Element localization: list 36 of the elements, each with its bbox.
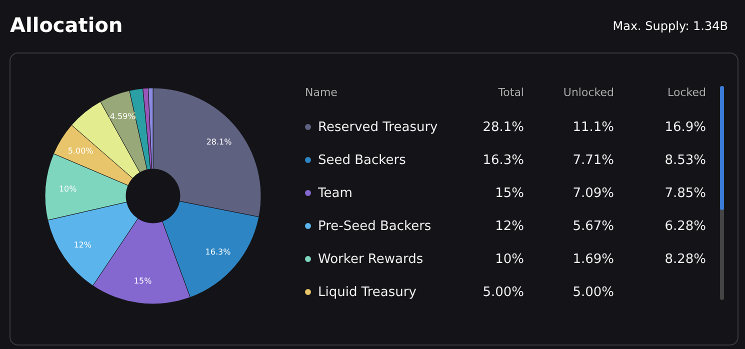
data-label: 16.3%: [482, 153, 524, 168]
data-label: 12%: [74, 240, 92, 250]
data-label: 15%: [495, 186, 524, 201]
data-label: 11.1%: [572, 120, 614, 135]
data-label: 12%: [495, 219, 524, 234]
data-label: 5.00%: [482, 285, 524, 300]
data-label: 8.28%: [664, 252, 706, 267]
text: Total: [497, 86, 524, 99]
data-label: 5.67%: [572, 219, 614, 234]
data-label: 8.53%: [664, 153, 706, 168]
data-label: 16.3%: [205, 247, 232, 256]
legend-title: Name: [305, 86, 338, 99]
category-label: Seed Backers: [318, 153, 406, 168]
category-label: Pre-Seed Backers: [318, 219, 432, 234]
data-label: 1.69%: [572, 252, 614, 267]
data-label: 7.09%: [572, 186, 614, 201]
category-label: Reserved Treasury: [318, 120, 438, 135]
data-label: 28.1%: [482, 120, 524, 135]
data-label: 10%: [58, 184, 78, 194]
data-label: 16.9%: [664, 120, 706, 135]
data-label: 5.00%: [68, 146, 94, 156]
data-label: 4.59%: [110, 112, 136, 121]
data-label: 7.85%: [664, 186, 706, 201]
category-label: Worker Rewards: [318, 252, 424, 267]
data-label: 10%: [495, 252, 524, 267]
text: Locked: [668, 86, 706, 99]
category-label: Liquid Treasury: [318, 285, 417, 300]
data-label: 28.1%: [206, 138, 232, 147]
data-label: 7.71%: [572, 153, 614, 168]
data-label: 6.28%: [664, 219, 706, 234]
data-label: 15%: [134, 276, 152, 286]
category-label: Team: [317, 186, 352, 201]
chart-title: Allocation: [10, 13, 123, 37]
text: Max. Supply: 1.34B: [612, 19, 728, 33]
text: Unlocked: [563, 86, 614, 99]
data-label: 5.00%: [572, 285, 614, 300]
